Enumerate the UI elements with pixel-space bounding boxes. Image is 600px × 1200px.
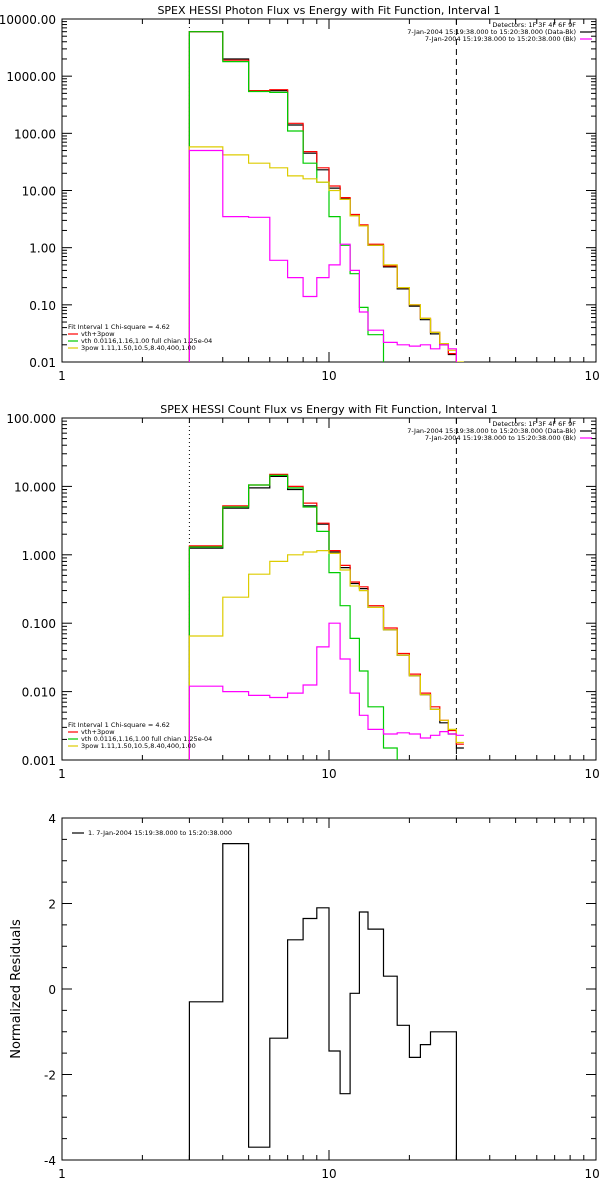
legend-label: 3pow 1.11,1.50,10.5,8.40,400,1.00 — [81, 742, 196, 750]
data-layer — [188, 473, 464, 760]
x-tick-label: 1 — [58, 1167, 66, 1181]
series-line-4 — [188, 550, 464, 760]
data-layer — [188, 31, 464, 362]
x-tick-label: 100 — [585, 369, 600, 383]
y-tick-label: 1000.00 — [6, 70, 56, 84]
series-line-5 — [188, 622, 464, 760]
y-tick-label: 10.000 — [14, 480, 56, 494]
series-line-2 — [188, 31, 464, 362]
header-line: Detectors: 1F 3F 4F 6F 9F — [492, 21, 576, 29]
chart-title: SPEX HESSI Photon Flux vs Energy with Fi… — [157, 4, 500, 17]
x-tick-label: 100 — [585, 1167, 600, 1181]
y-tick-label: -4 — [44, 1154, 56, 1168]
y-tick-label: 0.01 — [29, 356, 56, 370]
legend-label: vth 0.0116,1.16,1.00 full chian 1.25e-04 — [81, 735, 212, 743]
legend-title: Fit Interval 1 Chi-square = 4.62 — [68, 323, 170, 331]
chart-2: SPEX HESSI Count Flux vs Energy with Fit… — [6, 403, 600, 781]
header-line: Detectors: 1F 3F 4F 6F 9F — [492, 420, 576, 428]
y-tick-label: 0 — [48, 983, 56, 997]
y-tick-label: -2 — [44, 1069, 56, 1083]
y-tick-label: 100.000 — [6, 412, 56, 426]
x-tick-label: 10 — [321, 767, 336, 781]
chart-title: SPEX HESSI Count Flux vs Energy with Fit… — [160, 403, 497, 416]
y-tick-label: 0.100 — [22, 617, 56, 631]
legend-label: vth 0.0116,1.16,1.00 full chian 1.25e-04 — [81, 337, 212, 345]
x-tick-label: 10 — [321, 1167, 336, 1181]
y-tick-label: 10.00 — [22, 185, 56, 199]
series-line-4 — [188, 146, 464, 362]
y-tick-label: 1.000 — [22, 549, 56, 563]
header-line: 7-Jan-2004 15:19:38.000 to 15:20:38.000 … — [407, 28, 576, 36]
y-tick-label: 0.10 — [29, 299, 56, 313]
x-tick-label: 1 — [58, 767, 66, 781]
y-tick-label: 100.00 — [14, 127, 56, 141]
y-tick-label: 0.001 — [22, 754, 56, 768]
residual-histogram — [188, 843, 457, 1160]
plot-frame — [61, 417, 597, 761]
y-tick-label: 2 — [48, 898, 56, 912]
legend-label: 1. 7-Jan-2004 15:19:38.000 to 15:20:38.0… — [88, 829, 232, 837]
y-axis-label: Normalized Residuals — [9, 919, 24, 1059]
series-line-3 — [188, 474, 398, 760]
x-tick-label: 100 — [585, 767, 600, 781]
header-line: 7-Jan-2004 15:19:38.000 to 15:20:38.000 … — [425, 434, 576, 442]
legend-label: 3pow 1.11,1.50,10.5,8.40,400,1.00 — [81, 344, 196, 352]
chart-3: 1 10 100 -4 -2 0 2 4 Normalized Residuals 1. 7-Ja… — [9, 812, 600, 1181]
x-tick-label: 10 — [321, 369, 336, 383]
series-line-1 — [188, 31, 457, 362]
header-line: 7-Jan-2004 15:19:38.000 to 15:20:38.000 … — [407, 427, 576, 435]
series-line-3 — [188, 31, 385, 362]
series-line-1 — [188, 475, 464, 760]
series-line-5 — [188, 149, 457, 362]
legend-title: Fit Interval 1 Chi-square = 4.62 — [68, 721, 170, 729]
header-line: 7-Jan-2004 15:19:38.000 to 15:20:38.000 … — [425, 35, 576, 43]
y-tick-label: 10000.00 — [0, 13, 56, 27]
y-tick-label: 4 — [48, 812, 56, 826]
data-layer — [188, 843, 457, 1160]
series-line-2 — [188, 473, 464, 760]
y-tick-label: 1.00 — [29, 242, 56, 256]
legend-label: vth+3pow — [81, 728, 115, 736]
legend-label: vth+3pow — [81, 330, 115, 338]
chart-1: SPEX HESSI Photon Flux vs Energy with Fi… — [0, 4, 600, 383]
y-tick-label: 0.010 — [22, 686, 56, 700]
x-tick-label: 1 — [58, 369, 66, 383]
